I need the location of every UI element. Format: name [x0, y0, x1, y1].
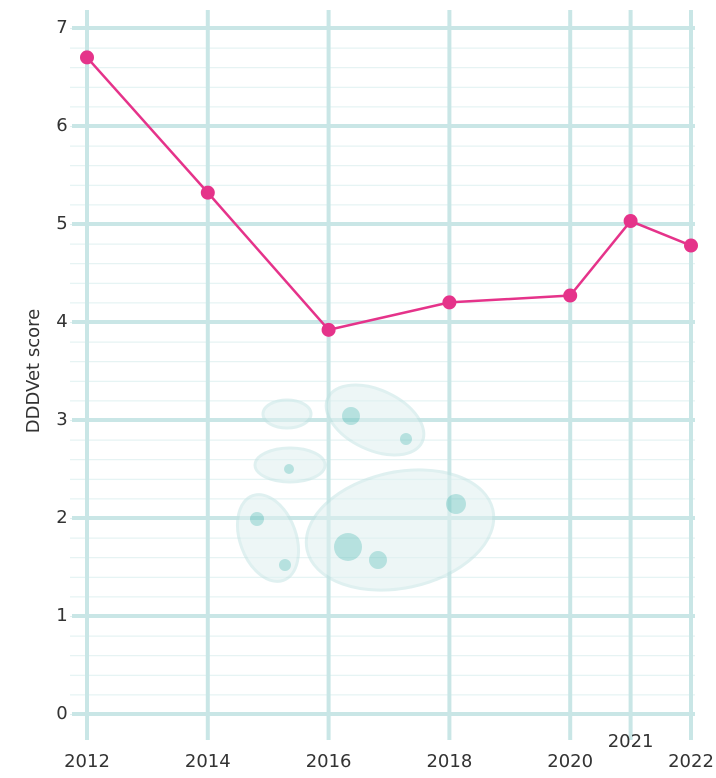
series: [80, 50, 698, 337]
x-tick-label: 2016: [306, 751, 352, 772]
tick-labels: 0 1 2 3 4 5 6 7 2012 2014 2016 2018 2020 2021 2022: [56, 17, 714, 772]
y-tick-label: 5: [56, 213, 67, 234]
y-axis-label: DDDVet score: [23, 309, 44, 433]
x-tick-label: 2014: [185, 751, 231, 772]
data-point: [80, 50, 94, 65]
x-tick-label: 2022: [668, 751, 714, 772]
x-tick-label: 2018: [426, 751, 472, 772]
data-point: [442, 295, 457, 310]
y-tick-label: 2: [56, 507, 67, 528]
data-point: [321, 322, 336, 337]
data-point: [200, 185, 215, 200]
x-tick-label: 2012: [64, 751, 110, 772]
y-tick-label: 0: [56, 703, 67, 724]
y-tick-label: 6: [56, 115, 67, 136]
grid: [72, 10, 695, 740]
decoration: [236, 383, 496, 592]
minor-grid: [70, 20, 695, 720]
x-tick-label: 2021: [608, 731, 654, 752]
y-tick-label: 4: [56, 311, 67, 332]
y-tick-label: 3: [56, 409, 67, 430]
data-point: [684, 238, 698, 253]
data-point: [563, 288, 578, 303]
y-tick-label: 7: [56, 17, 67, 38]
x-tick-label: 2020: [547, 751, 593, 772]
data-point: [623, 214, 638, 229]
y-tick-label: 1: [56, 605, 67, 626]
